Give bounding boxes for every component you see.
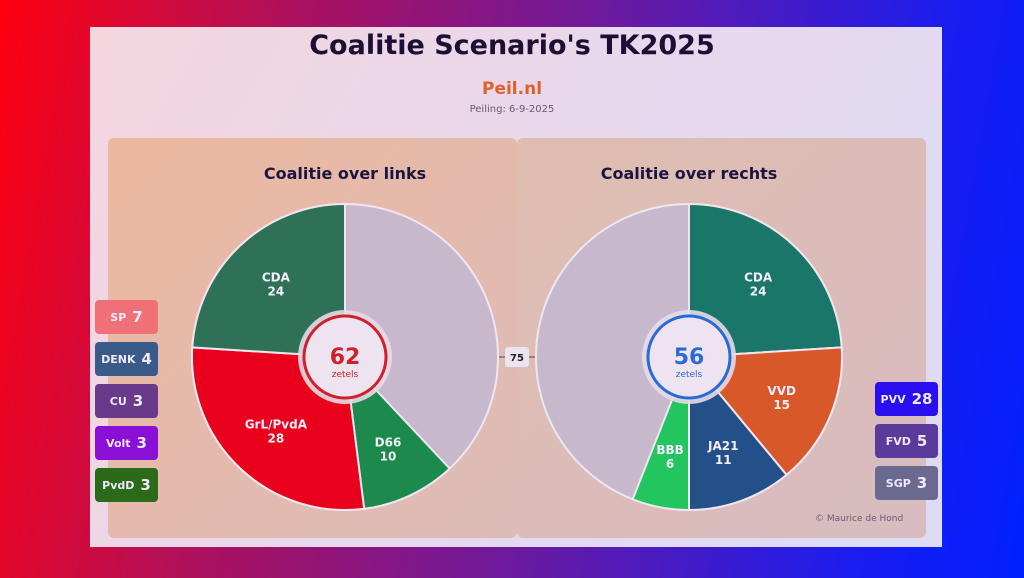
party-seats: 3 <box>136 434 147 452</box>
slice-value: 6 <box>666 457 674 471</box>
center-circle <box>646 314 732 400</box>
party-name: SGP <box>885 476 911 490</box>
party-badge-sp: SP 7 <box>95 300 158 334</box>
party-seats: 4 <box>141 350 152 368</box>
copyright: © Maurice de Hond <box>815 514 904 524</box>
slice-value: 10 <box>380 449 397 463</box>
party-name: Volt <box>106 436 131 450</box>
total-seats: 62 <box>330 345 361 370</box>
slice-label: BBB <box>656 443 683 457</box>
total-seats: 56 <box>674 345 705 370</box>
party-badge-cu: CU 3 <box>95 384 158 418</box>
total-label: zetels <box>676 370 703 380</box>
source: Peil.nl <box>481 79 543 99</box>
slice-value: 28 <box>268 432 285 446</box>
party-name: SP <box>110 310 127 324</box>
page-title: Coalitie Scenario's TK2025 <box>309 30 715 61</box>
party-badge-fvd: FVD 5 <box>875 424 938 458</box>
party-badge-denk: DENK 4 <box>95 342 158 376</box>
party-name: DENK <box>101 352 136 366</box>
party-name: CU <box>109 394 127 408</box>
slice-label: VVD <box>767 384 796 398</box>
slice-label: GrL/PvdA <box>245 418 308 432</box>
slice-label: JA21 <box>707 439 738 453</box>
poll-date: Peiling: 6-9-2025 <box>469 104 555 115</box>
party-badge-pvv: PVV 28 <box>875 382 938 416</box>
slice-label: CDA <box>744 270 773 284</box>
party-name: PvdD <box>102 478 135 492</box>
total-label: zetels <box>332 370 359 380</box>
majority-label: 75 <box>510 353 524 364</box>
slice-label: D66 <box>375 435 402 449</box>
slice-label: CDA <box>262 270 291 284</box>
slice-value: 15 <box>773 398 790 412</box>
party-seats: 7 <box>132 308 143 326</box>
party-name: PVV <box>880 392 906 406</box>
party-seats: 3 <box>916 474 928 492</box>
party-badge-sgp: SGP 3 <box>875 466 938 500</box>
pie-slice-cda <box>688 202 843 359</box>
party-seats: 5 <box>916 432 928 450</box>
party-seats: 3 <box>140 476 151 494</box>
party-seats: 3 <box>132 392 144 410</box>
slice-value: 24 <box>268 284 285 298</box>
majority-marker: 75 <box>505 347 529 367</box>
slice-value: 11 <box>715 453 732 467</box>
pie-slice-cda <box>191 202 346 359</box>
slice-value: 24 <box>750 284 767 298</box>
party-name: FVD <box>885 434 911 448</box>
right-chart-title: Coalitie over rechts <box>600 164 778 183</box>
party-badge-pvdd: PvdD 3 <box>95 468 158 502</box>
party-badge-volt: Volt 3 <box>95 426 158 460</box>
left-chart-title: Coalitie over links <box>263 164 427 183</box>
party-seats: 28 <box>911 390 933 408</box>
center-circle <box>302 314 388 400</box>
